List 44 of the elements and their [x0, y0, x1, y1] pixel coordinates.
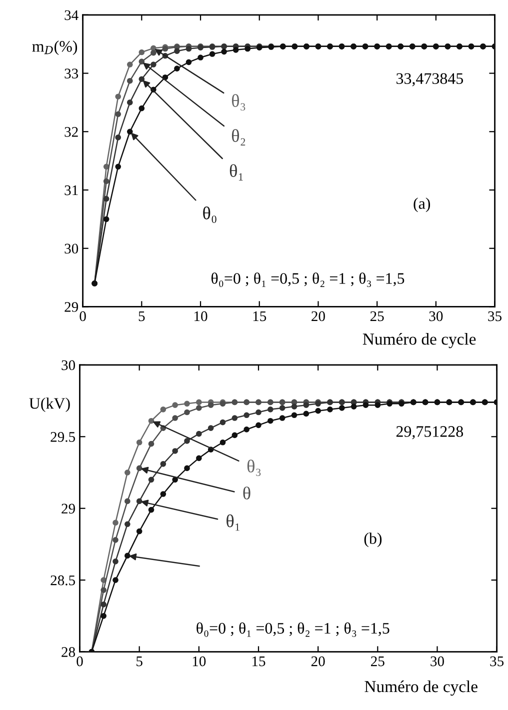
x-tick-label: 20 — [312, 311, 325, 322]
x-tick-label: 0 — [76, 656, 83, 666]
x-tick-label: 30 — [430, 656, 444, 666]
x-tick-label: 15 — [252, 656, 266, 666]
x-tick-label: 25 — [370, 311, 384, 322]
y-axis-title: U(kV) — [29, 398, 70, 412]
x-tick-label: 35 — [490, 656, 504, 666]
annotation: θ₀=0 ; θ₁ =0,5 ; θ₂ =1 ; θ₃ =1,5 — [196, 622, 390, 637]
text: θ₃ — [232, 94, 246, 111]
y-tick-label: 29 — [62, 504, 75, 514]
y-tick-label: 29.5 — [50, 432, 76, 442]
x-tick-label: 30 — [429, 311, 443, 322]
annotation: θ₀=0 ; θ₁ =0,5 ; θ₂ =1 ; θ₃ =1,5 — [211, 272, 404, 288]
text: θ₂ — [232, 129, 246, 146]
x-tick-label: 5 — [136, 656, 142, 666]
text: θ₀ — [203, 206, 216, 223]
y-axis-title: m$_{D}$(%) — [32, 40, 78, 56]
x-tick-label: 20 — [311, 656, 325, 666]
y-tick-label: 30 — [62, 360, 76, 370]
y-tick-label: 29 — [64, 302, 78, 312]
x-tick-label: 25 — [371, 656, 384, 666]
x-tick-label: 10 — [194, 311, 208, 322]
text: θ — [243, 486, 250, 500]
text: θ₁ — [226, 514, 240, 531]
x-tick-label: 5 — [138, 311, 145, 322]
x-tick-label: 35 — [488, 311, 502, 322]
annotation: 29,751228 — [396, 426, 464, 440]
y-tick-label: 32 — [64, 127, 78, 137]
annotation: (a) — [414, 198, 430, 212]
annotation: (b) — [364, 532, 382, 548]
annotation: 33,473845 — [396, 73, 464, 86]
x-tick-label: 10 — [192, 656, 206, 666]
text: θ₁ — [230, 164, 243, 180]
x-tick-label: 15 — [253, 311, 266, 322]
text: θ₃ — [247, 460, 261, 476]
y-tick-label: 33 — [64, 68, 78, 78]
y-tick-label: 28 — [62, 647, 76, 657]
y-tick-label: 30 — [64, 244, 78, 254]
y-tick-label: 31 — [64, 185, 78, 196]
x-axis-title: Numéro de cycle — [364, 680, 478, 696]
x-axis-title: Numéro de cycle — [362, 332, 476, 348]
y-tick-label: 34 — [64, 10, 78, 20]
x-tick-label: 0 — [80, 311, 86, 322]
y-tick-label: 28.5 — [50, 575, 76, 586]
